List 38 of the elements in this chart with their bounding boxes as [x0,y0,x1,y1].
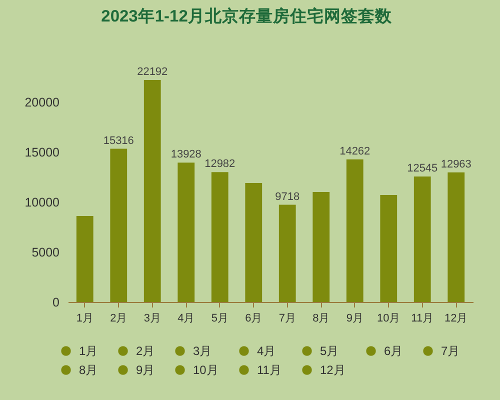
data-label: 9718 [275,190,300,203]
legend-label: 10月 [193,363,218,377]
y-tick-label: 10000 [24,195,60,210]
data-label: 22192 [137,66,168,78]
x-tick-label: 3月 [144,312,161,324]
legend-label: 12月 [320,363,346,377]
legend-label: 3月 [193,344,212,358]
x-tick-label: 9月 [346,312,364,324]
legend-label: 2月 [136,344,155,358]
x-tick-label: 5月 [211,312,228,324]
legend-label: 6月 [384,344,403,358]
legend-label: 9月 [136,363,155,377]
y-tick-label: 5000 [32,245,60,260]
data-label: 15316 [103,134,134,147]
data-label: 12982 [204,158,236,170]
x-tick-label: 12月 [444,312,468,324]
legend-label: 4月 [257,344,276,358]
x-tick-label: 11月 [411,312,434,324]
data-label: 12963 [440,158,472,170]
legend-label: 8月 [79,363,98,377]
chart-title: 2023年1-12月北京存量房住宅网签套数 [101,6,393,26]
data-label: 14262 [340,145,370,158]
x-tick-label: 8月 [312,312,330,324]
legend-label: 1月 [79,344,98,358]
legend-label: 11月 [257,363,282,377]
x-tick-label: 6月 [245,312,262,324]
y-tick-label: 15000 [24,145,60,160]
x-tick-label: 7月 [278,312,296,324]
x-tick-label: 1月 [76,312,94,324]
data-label: 12545 [407,162,438,175]
y-tick-label: 20000 [24,95,60,110]
x-tick-label: 2月 [110,312,128,324]
legend-label: 5月 [320,344,339,358]
data-label: 13928 [170,148,202,161]
legend-label: 7月 [441,344,460,358]
y-tick-label: 0 [52,296,60,310]
x-tick-label: 10月 [377,312,400,324]
x-tick-label: 4月 [178,312,195,324]
